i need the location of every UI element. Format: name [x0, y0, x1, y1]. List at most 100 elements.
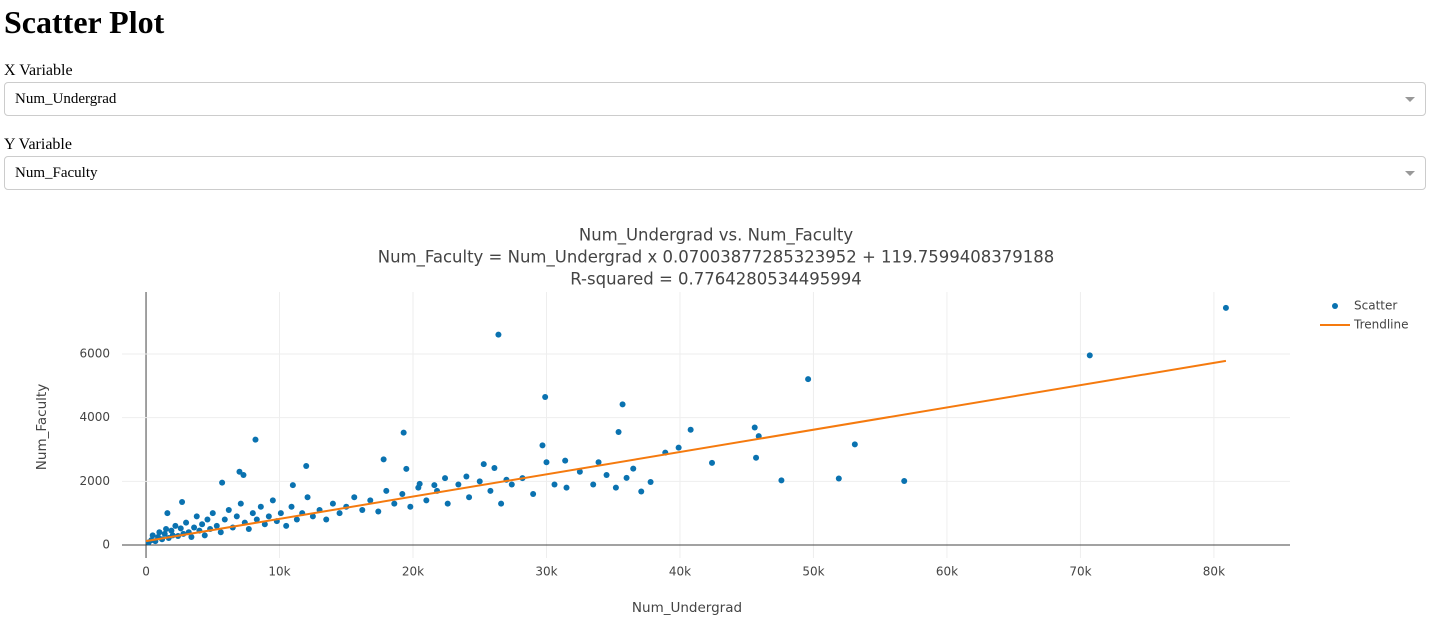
scatter-point [367, 497, 374, 504]
x-tick-label: 10k [268, 565, 290, 579]
scatter-point [156, 529, 163, 536]
scatter-point [277, 510, 284, 517]
scatter-point [491, 464, 498, 471]
scatter-point [753, 454, 760, 461]
scatter-point [423, 497, 430, 504]
legend-label: Scatter [1354, 299, 1397, 313]
x-tick-label: 50k [802, 565, 824, 579]
scatter-point [217, 529, 224, 536]
scatter-point [293, 516, 300, 523]
scatter-point [253, 516, 260, 523]
scatter-point [269, 497, 276, 504]
scatter-point [303, 463, 310, 470]
scatter-point [495, 331, 502, 338]
scatter-point [201, 532, 208, 539]
scatter-point [508, 481, 515, 488]
scatter-point [595, 459, 602, 466]
scatter-point [168, 527, 175, 534]
scatter-point [177, 525, 184, 532]
scatter-point [630, 465, 637, 472]
scatter-point [687, 426, 694, 433]
scatter-point [1222, 304, 1229, 311]
scatter-point [237, 500, 244, 507]
scatter-point [245, 526, 252, 533]
scatter-point [647, 478, 654, 485]
scatter-point [289, 482, 296, 489]
scatter-point [476, 478, 483, 485]
scatter-point [252, 436, 259, 443]
scatter-point [431, 482, 438, 489]
scatter-point [172, 522, 179, 529]
scatter-point [805, 376, 812, 383]
scatter-point [562, 457, 569, 464]
scatter-point [304, 494, 311, 501]
scatter-point [225, 506, 232, 513]
chart-subtitle: Num_Faculty = Num_Undergrad x 0.07003877… [378, 248, 1054, 268]
y-variable-dropdown[interactable]: Num_Faculty [4, 156, 1426, 190]
scatter-point [240, 471, 247, 478]
scatter-point [563, 484, 570, 491]
dropdown-value: Num_Faculty [15, 165, 98, 181]
scatter-point [209, 510, 216, 517]
scatter-point [283, 522, 290, 529]
scatter-point [199, 521, 206, 528]
y-tick-label: 4000 [79, 410, 110, 424]
scatter-point [603, 471, 610, 478]
scatter-point [359, 506, 366, 513]
scatter-point [161, 530, 168, 537]
page-title: Scatter Plot [4, 4, 165, 40]
dropdown-arrow [1405, 97, 1415, 102]
scatter-point [901, 478, 908, 484]
scatter-point [444, 500, 451, 507]
x-tick-label: 20k [402, 565, 424, 579]
x-variable-dropdown[interactable]: Num_Undergrad [4, 82, 1426, 116]
scatter-point [351, 494, 358, 501]
x-tick-label: 0 [142, 565, 150, 579]
scatter-point [442, 475, 449, 482]
scatter-point [164, 510, 171, 517]
scatter-point [329, 500, 336, 507]
scatter-point [399, 491, 406, 498]
scatter-point [403, 465, 410, 472]
dropdown-value: Num_Undergrad [15, 91, 117, 107]
scatter-point [576, 468, 583, 475]
chart-subtitle: R-squared = 0.7764280534495994 [570, 270, 861, 289]
legend-label: Trendline [1353, 318, 1409, 332]
scatter-point [835, 475, 842, 482]
y-tick-label: 2000 [79, 474, 110, 488]
scatter-point [407, 503, 414, 510]
scatter-point [623, 474, 630, 481]
scatter-point [375, 508, 382, 515]
scatter-point [213, 522, 220, 529]
scatter-point [455, 481, 462, 488]
scatter-point [236, 468, 243, 475]
scatter-point [751, 424, 758, 431]
scatter-point [615, 429, 622, 435]
scatter-point [400, 429, 407, 436]
scatter-point [191, 524, 198, 531]
y-tick-label: 6000 [79, 347, 110, 361]
scatter-point [380, 456, 387, 463]
scatter-point [498, 500, 505, 507]
y-tick-label: 0 [102, 537, 110, 551]
scatter-point [551, 481, 558, 488]
scatter-point [463, 473, 470, 480]
x-tick-label: 70k [1069, 565, 1091, 579]
scatter-point [204, 516, 211, 523]
scatter-point [183, 519, 190, 526]
scatter-point [163, 526, 170, 533]
scatter-point [778, 477, 785, 484]
chart-title: Num_Undergrad vs. Num_Faculty [579, 226, 854, 246]
scatter-point [415, 484, 422, 491]
scatter-point [233, 513, 240, 520]
y-variable-label: Y Variable [4, 136, 72, 153]
scatter-point [709, 459, 716, 466]
scatter-point [257, 503, 264, 510]
scatter-point [219, 479, 226, 486]
scatter-point [309, 513, 316, 520]
scatter-point [261, 521, 268, 528]
y-axis-label: Num_Faculty [34, 384, 50, 470]
scatter-point [466, 494, 473, 501]
scatter-point [480, 461, 487, 468]
